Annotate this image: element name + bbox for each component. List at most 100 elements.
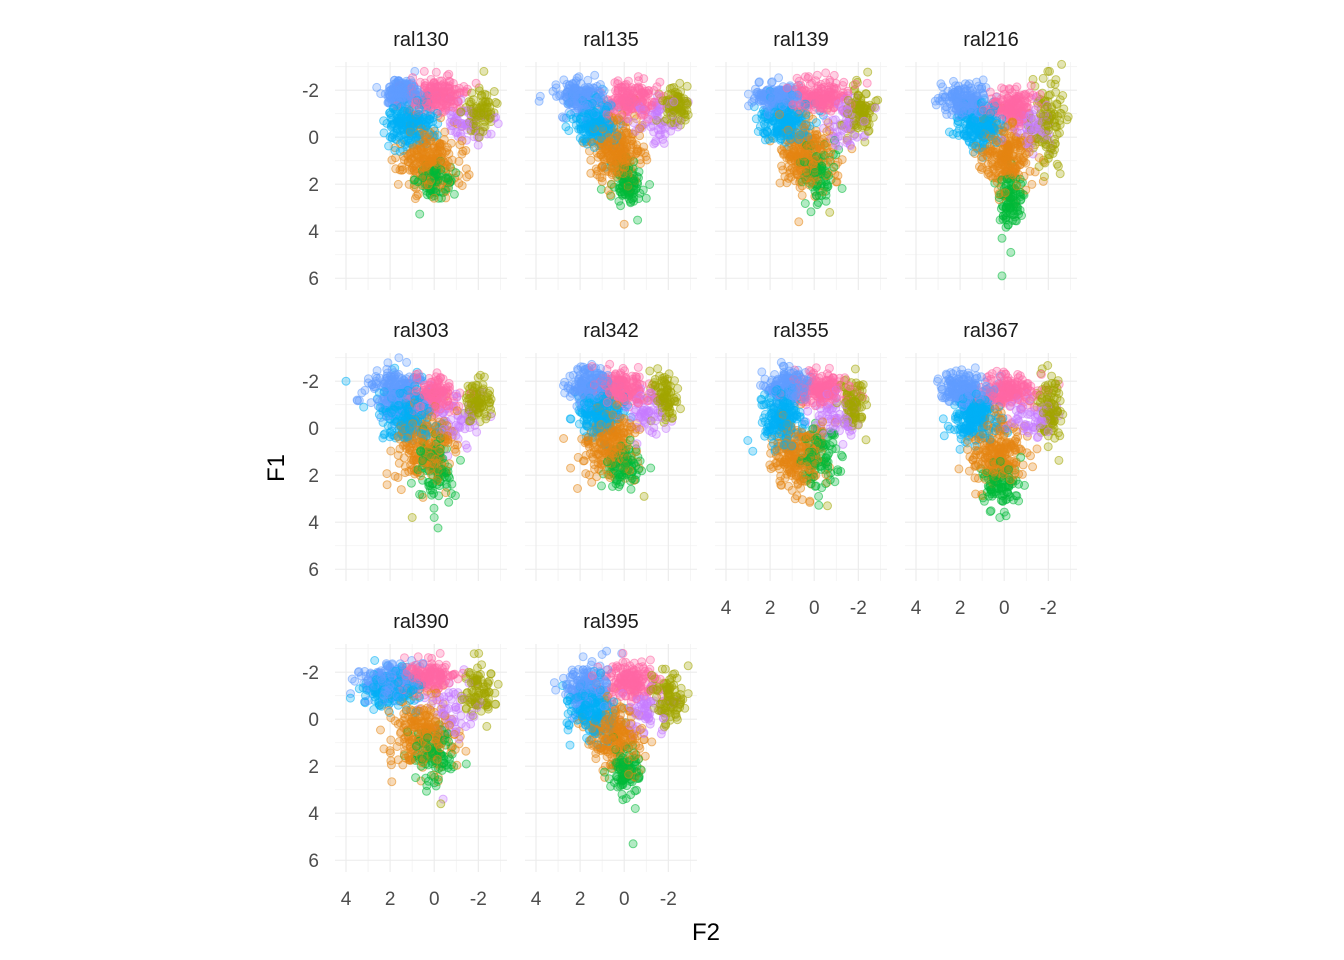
data-point (469, 108, 479, 118)
data-point (829, 162, 839, 172)
data-point (457, 149, 467, 159)
data-point (806, 177, 816, 187)
data-point (620, 101, 630, 111)
data-point (992, 136, 1002, 146)
data-point (586, 168, 596, 178)
data-point (1021, 158, 1031, 168)
data-point (1006, 247, 1016, 257)
data-point (1014, 141, 1024, 151)
data-point (606, 179, 616, 189)
data-point (859, 116, 869, 126)
data-point (772, 125, 782, 135)
facet-panel-ral135: ral135 (525, 29, 697, 290)
data-point (792, 73, 802, 83)
data-point (457, 121, 467, 131)
data-point (652, 110, 662, 120)
data-point (994, 189, 1004, 199)
data-point (931, 100, 941, 110)
data-point (641, 193, 651, 203)
data-point (484, 114, 494, 124)
data-point (751, 84, 760, 94)
data-point (396, 485, 406, 495)
data-point (602, 109, 612, 119)
data-point (831, 177, 841, 187)
data-point (787, 110, 797, 120)
data-point (592, 111, 602, 121)
data-point (821, 68, 831, 78)
data-point (437, 80, 447, 90)
data-point (535, 91, 545, 101)
data-point (1051, 75, 1061, 85)
data-point (775, 110, 784, 119)
data-point (454, 156, 464, 166)
data-point (613, 95, 623, 105)
data-point (551, 83, 561, 93)
data-point (1043, 66, 1053, 76)
data-point (621, 144, 631, 154)
data-point (448, 102, 458, 112)
data-point (589, 143, 599, 152)
data-point (619, 219, 629, 229)
data-point (626, 132, 636, 142)
data-point (804, 72, 814, 82)
data-point (649, 139, 659, 149)
points (930, 59, 1073, 281)
data-point (778, 100, 788, 110)
data-point (444, 94, 454, 104)
data-point (823, 85, 833, 95)
data-point (951, 81, 961, 91)
data-point (767, 86, 777, 96)
data-point (395, 126, 405, 136)
data-point (794, 150, 804, 160)
data-point (996, 156, 1006, 166)
data-point (1012, 181, 1022, 191)
data-point (424, 151, 434, 161)
data-point (997, 175, 1007, 185)
data-point (853, 90, 863, 100)
data-point (1040, 104, 1050, 114)
data-point (1004, 84, 1014, 94)
data-point (410, 84, 420, 94)
data-point (838, 81, 848, 90)
data-point (572, 87, 582, 97)
data-point (634, 194, 644, 204)
data-point (967, 99, 977, 109)
data-point (871, 103, 881, 113)
data-point (1014, 91, 1024, 101)
data-point (1057, 59, 1067, 69)
data-point (682, 81, 692, 91)
data-point (586, 155, 596, 165)
data-point (1038, 73, 1048, 83)
data-point (379, 116, 389, 126)
data-point (825, 78, 835, 87)
data-point (642, 155, 652, 165)
data-point (563, 83, 573, 93)
data-point (411, 97, 421, 107)
y-tick-label: -2 (302, 81, 319, 102)
data-point (838, 88, 848, 98)
data-point (776, 145, 786, 155)
data-point (789, 91, 799, 101)
data-point (861, 89, 871, 99)
data-point (825, 207, 835, 217)
data-point (849, 131, 859, 141)
data-point (976, 165, 986, 174)
data-point (1015, 205, 1025, 215)
data-point (479, 66, 489, 76)
data-point (438, 87, 448, 97)
data-point (985, 149, 995, 159)
data-point (418, 173, 428, 183)
y-tick-label: 4 (308, 222, 319, 243)
data-point (814, 141, 824, 151)
data-point (382, 480, 392, 490)
data-point (385, 107, 395, 117)
data-point (390, 146, 400, 155)
data-point (810, 155, 820, 165)
data-point (585, 87, 594, 97)
data-point (479, 372, 489, 382)
data-point (795, 165, 805, 175)
data-point (807, 91, 817, 101)
data-point (633, 215, 643, 225)
